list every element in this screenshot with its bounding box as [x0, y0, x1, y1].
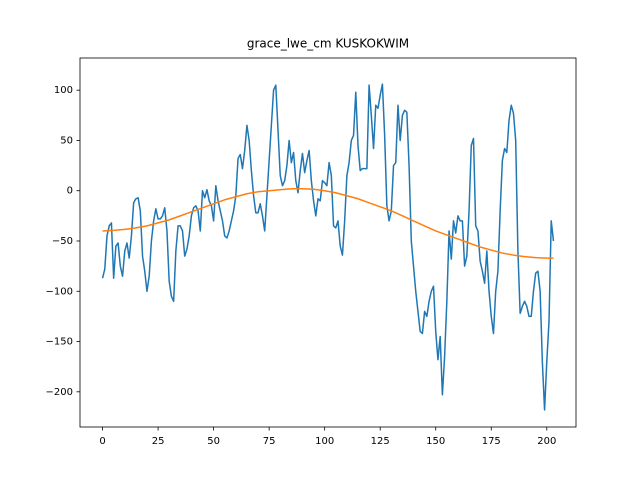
- y-tick-label: 50: [60, 135, 73, 146]
- chart-title: grace_lwe_cm KUSKOKWIM: [247, 37, 409, 51]
- y-tick-label: −50: [52, 236, 73, 247]
- x-tick-label: 25: [152, 436, 165, 447]
- line-series: [101, 83, 555, 411]
- y-tick-label: −200: [46, 387, 73, 398]
- line-series: [102, 187, 554, 259]
- x-tick-label: 75: [263, 436, 276, 447]
- y-tick-label: 0: [67, 186, 73, 197]
- axes-frame: [79, 57, 577, 428]
- y-tick-label: −150: [46, 337, 73, 348]
- x-tick-label: 50: [207, 436, 220, 447]
- x-tick-label: 100: [315, 436, 334, 447]
- x-tick-label: 200: [537, 436, 556, 447]
- x-tick-label: 0: [99, 436, 105, 447]
- y-tick-label: 100: [54, 85, 73, 96]
- x-tick-label: 125: [371, 436, 390, 447]
- x-tick-label: 150: [426, 436, 445, 447]
- y-tick-label: −100: [46, 286, 73, 297]
- x-tick-label: 175: [482, 436, 501, 447]
